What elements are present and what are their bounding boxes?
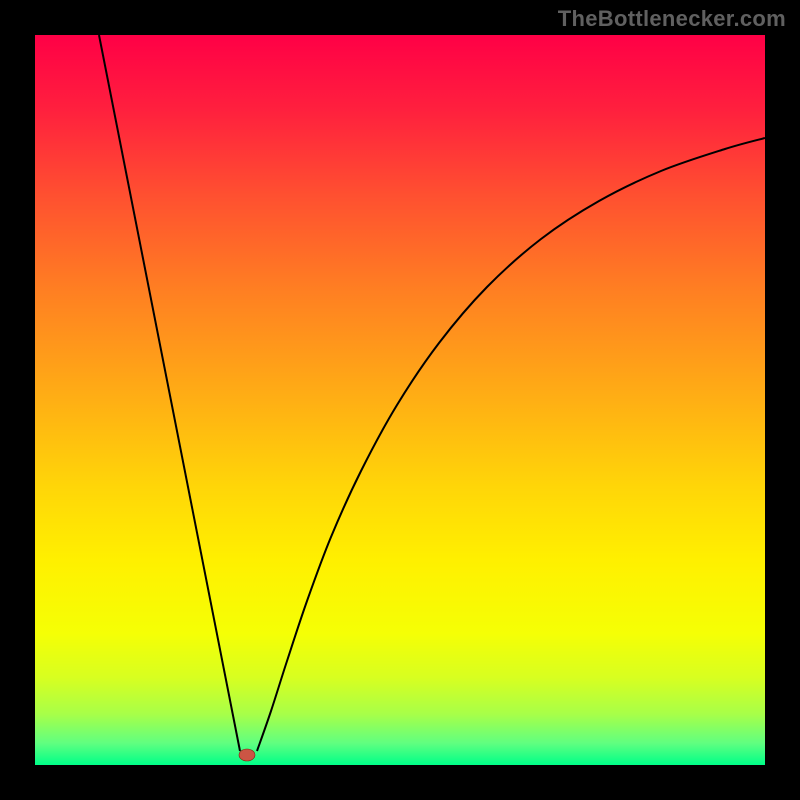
valley-marker xyxy=(239,749,255,761)
plot-area xyxy=(35,35,765,765)
watermark: TheBottlenecker.com xyxy=(558,6,786,32)
chart-svg xyxy=(35,35,765,765)
